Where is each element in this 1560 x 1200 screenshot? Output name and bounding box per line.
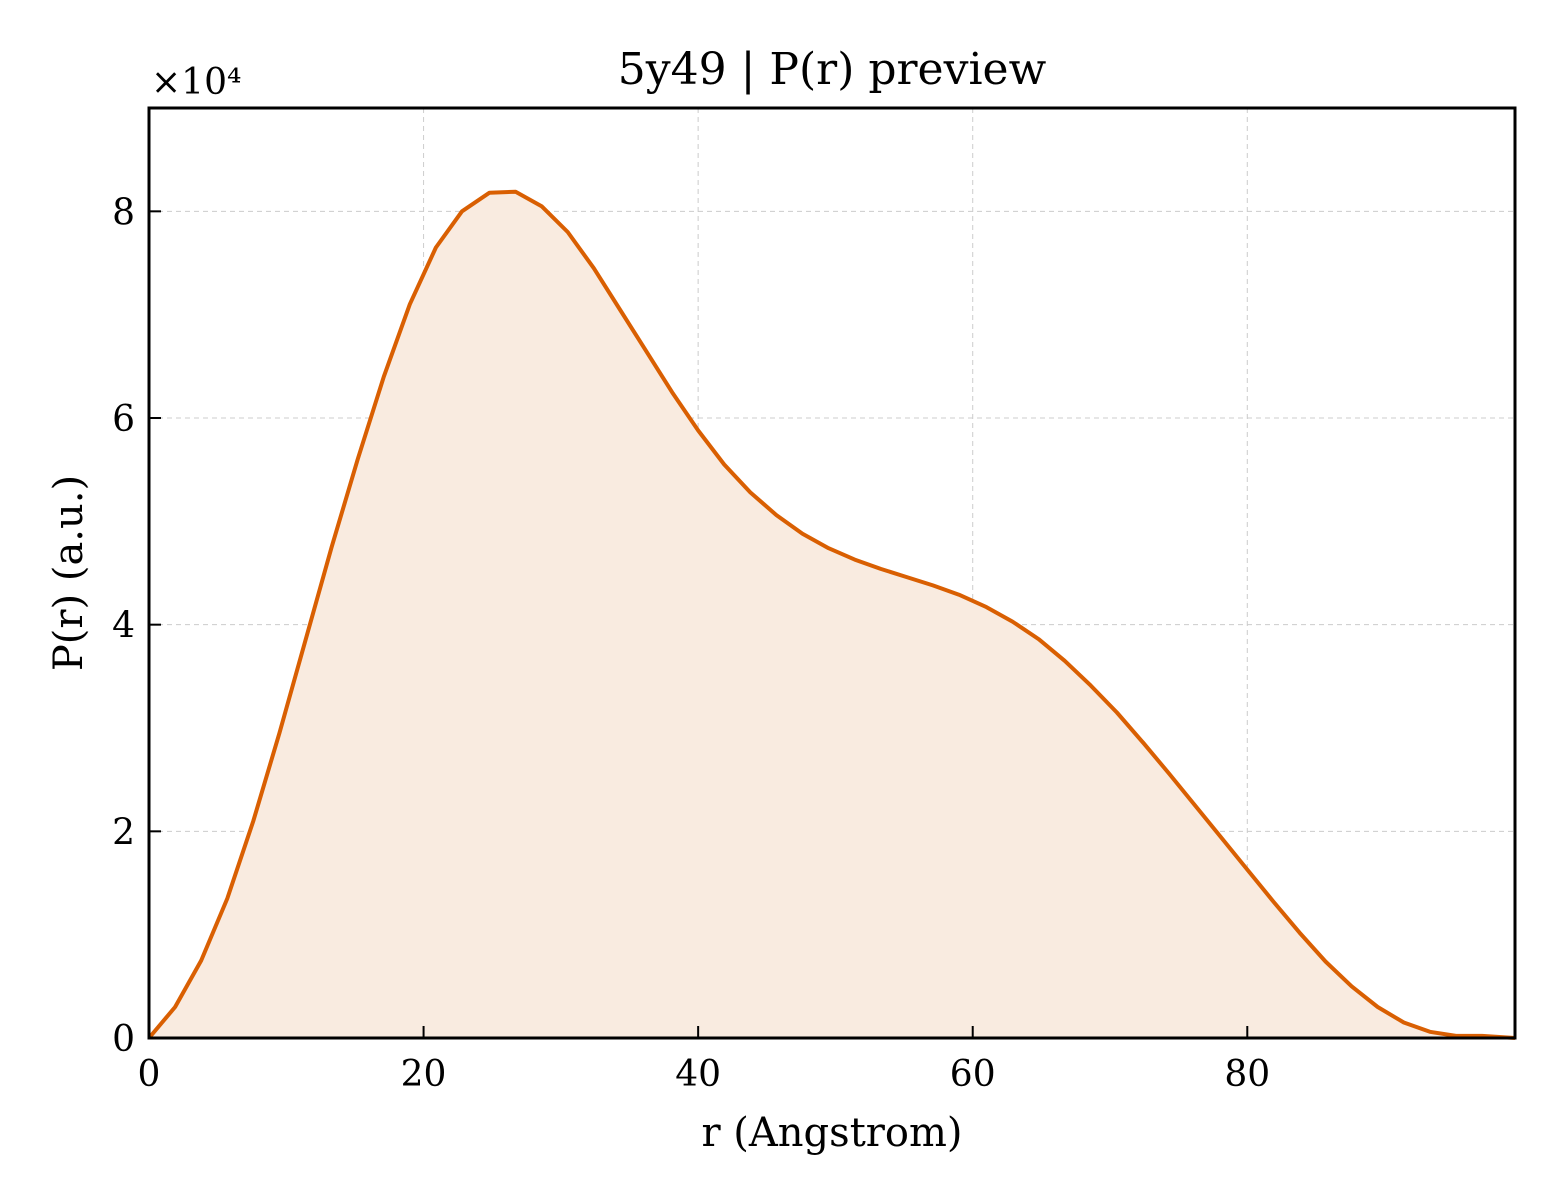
x-tick-label: 0 <box>138 1054 161 1095</box>
x-tick-label: 60 <box>950 1054 996 1095</box>
y-tick-label: 6 <box>112 399 135 440</box>
y-tick-label: 2 <box>112 812 135 853</box>
x-axis-ticks: 0 20 40 60 80 <box>138 1026 1270 1095</box>
y-axis-ticks: 0 2 4 6 8 <box>112 192 161 1060</box>
x-tick-label: 20 <box>401 1054 447 1095</box>
y-axis-label: P(r) (a.u.) <box>46 475 92 671</box>
x-tick-label: 80 <box>1224 1054 1270 1095</box>
chart-title: 5y49 | P(r) preview <box>618 44 1047 95</box>
y-tick-label: 0 <box>112 1019 135 1060</box>
y-tick-label: 4 <box>112 606 135 647</box>
y-tick-label: 8 <box>112 192 135 233</box>
plot-frame <box>147 106 1517 1040</box>
x-axis-label: r (Angstrom) <box>701 1110 962 1156</box>
series-line <box>147 189 1516 1040</box>
y-multiplier-label: ×10⁴ <box>151 62 241 103</box>
x-tick-label: 40 <box>675 1054 721 1095</box>
area-fill <box>149 191 1515 1038</box>
